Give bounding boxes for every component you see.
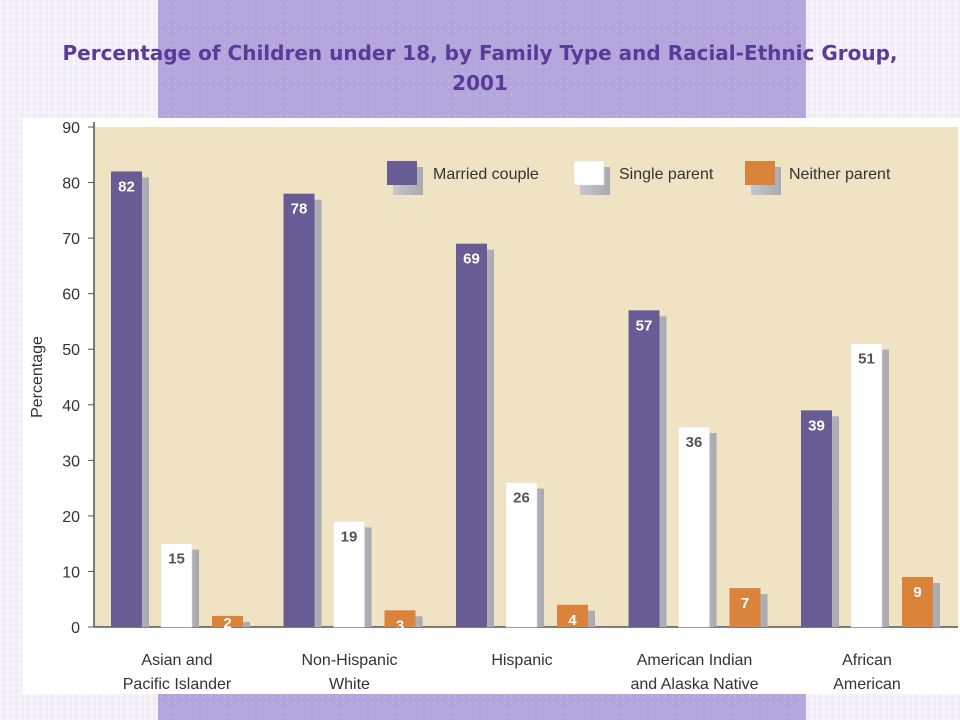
data-label: 19 bbox=[341, 528, 358, 545]
data-label: 9 bbox=[913, 584, 921, 601]
y-tick-label: 30 bbox=[62, 453, 80, 470]
y-tick-label: 90 bbox=[62, 120, 80, 137]
legend: Married couple Single parent Neither paren… bbox=[387, 160, 891, 195]
slide-title: Percentage of Children under 18, by Fami… bbox=[62, 41, 898, 95]
data-label: 39 bbox=[808, 417, 825, 434]
bar-neither-parent bbox=[729, 588, 761, 627]
data-label: 78 bbox=[291, 201, 308, 218]
legend-swatch-married-couple bbox=[387, 161, 417, 185]
legend-label-neither-parent: Neither parent bbox=[789, 166, 891, 183]
data-label: 15 bbox=[168, 551, 185, 568]
bar-married-couple bbox=[801, 410, 832, 627]
category-label: Non-Hispanic bbox=[301, 652, 397, 669]
bar-single-parent bbox=[333, 521, 365, 628]
bar-single-parent bbox=[850, 343, 883, 628]
category-label: Asian and bbox=[141, 652, 212, 669]
bar-single-parent bbox=[505, 482, 538, 628]
bar-single-parent bbox=[160, 543, 193, 628]
data-label: 51 bbox=[858, 351, 875, 368]
bars: 82 15 2 78 19 3 69 26 4 57 36 7 39 51 9 bbox=[111, 171, 940, 634]
category-labels: Asian and Pacific Islander Non-Hispanic Whi… bbox=[123, 652, 901, 693]
category-label: American Indian bbox=[637, 652, 753, 669]
category-label: and Alaska Native bbox=[630, 676, 758, 693]
category-label: Hispanic bbox=[491, 652, 552, 669]
data-label: 4 bbox=[568, 612, 577, 629]
data-label: 36 bbox=[686, 434, 703, 451]
category-label: American bbox=[833, 676, 901, 693]
legend-swatch-neither-parent bbox=[745, 161, 775, 185]
data-label: 26 bbox=[513, 490, 530, 507]
y-tick-label: 10 bbox=[62, 564, 80, 581]
legend-swatch-single-parent bbox=[573, 160, 605, 186]
y-tick-label: 50 bbox=[62, 342, 80, 359]
bar-neither-parent bbox=[557, 604, 588, 627]
data-label: 57 bbox=[636, 317, 653, 334]
bar-married-couple bbox=[456, 243, 487, 627]
data-label: 82 bbox=[118, 178, 135, 195]
bar-single-parent bbox=[678, 426, 710, 628]
y-tick-label: 60 bbox=[62, 287, 80, 304]
y-tick-label: 40 bbox=[62, 398, 80, 415]
data-label: 2 bbox=[223, 615, 231, 632]
data-label: 3 bbox=[396, 617, 404, 634]
data-label: 69 bbox=[463, 251, 480, 268]
bar-neither-parent bbox=[212, 615, 243, 627]
data-label: 7 bbox=[741, 595, 749, 612]
y-tick-label: 20 bbox=[62, 509, 80, 526]
bar-married-couple bbox=[111, 171, 142, 627]
legend-label-single-parent: Single parent bbox=[619, 166, 714, 183]
y-tick-label: 0 bbox=[71, 620, 80, 637]
legend-label-married-couple: Married couple bbox=[433, 166, 539, 183]
category-label: Pacific Islander bbox=[123, 676, 232, 693]
y-tick-label: 80 bbox=[62, 176, 80, 193]
bar-married-couple bbox=[283, 193, 315, 627]
y-axis-label: Percentage bbox=[29, 336, 46, 418]
bar-neither-parent bbox=[902, 577, 933, 627]
bar-married-couple bbox=[628, 310, 660, 627]
bar-neither-parent bbox=[384, 610, 416, 627]
y-tick-label: 70 bbox=[62, 231, 80, 248]
category-label: African bbox=[842, 652, 892, 669]
category-label: White bbox=[329, 676, 370, 693]
